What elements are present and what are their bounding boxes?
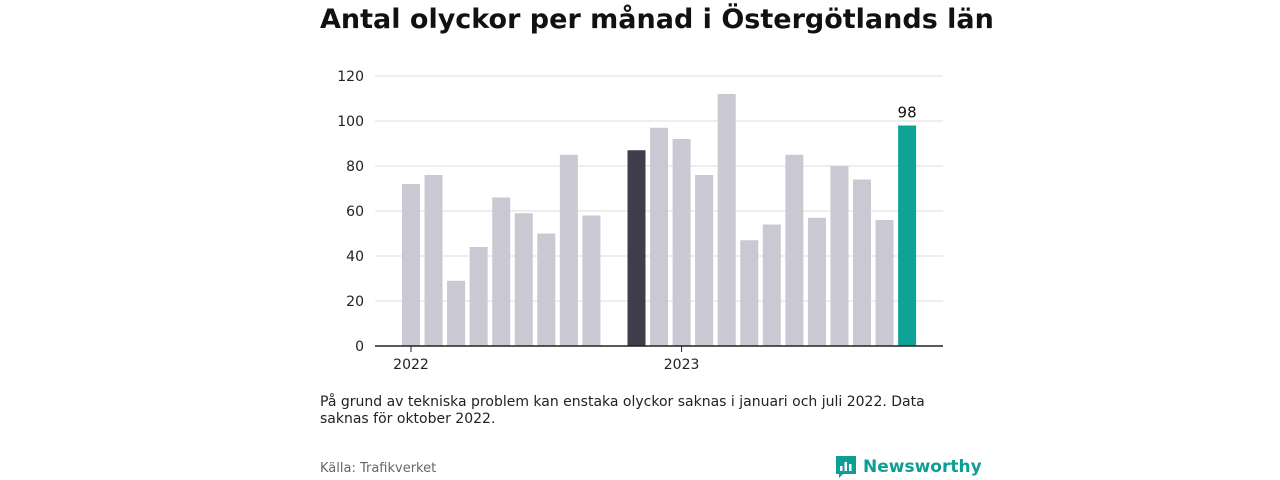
bar [447,280,466,346]
x-tick-label: 2023 [664,357,700,373]
bar [582,215,601,346]
bar [537,233,556,346]
y-tick-label: 40 [346,249,364,265]
bars [402,94,917,346]
y-tick-label: 20 [346,294,364,310]
x-axis: 2022 2023 [375,345,943,373]
bar-chart-logo-icon [836,456,856,478]
bar [807,217,826,346]
bar [627,150,646,346]
y-tick-label: 80 [346,159,364,175]
y-tick-label: 0 [355,339,364,355]
source-text: Källa: Trafikverket [320,461,437,476]
y-tick-label: 100 [337,114,364,130]
y-tick-label: 60 [346,204,364,220]
bar [672,139,691,346]
y-axis-ticks: 0 20 40 60 80 100 120 [337,69,364,355]
bar [740,240,759,346]
brand-name: Newsworthy [863,457,982,477]
bar [469,247,488,346]
bar [830,166,849,346]
bar [424,175,443,346]
bar [402,184,420,346]
bar [717,94,736,346]
chart-title: Antal olyckor per månad i Östergötlands … [320,4,994,35]
bar [695,175,714,346]
data-labels: 98 [898,104,917,122]
y-tick-label: 120 [337,69,364,85]
bar [492,197,511,346]
chart-note: På grund av tekniska problem kan enstaka… [320,394,925,427]
bar [514,213,533,346]
brand-logo[interactable]: Newsworthy [835,455,982,479]
bar [650,127,669,346]
bar [853,179,871,346]
x-tick-label: 2022 [393,357,429,373]
bar [785,154,804,346]
bar [875,220,894,346]
bar [762,224,781,346]
data-label: 98 [898,104,917,122]
bar [559,154,578,346]
bar [898,125,917,346]
bar-chart: 0 20 40 60 80 100 120 2022 2023 98 [337,69,943,373]
